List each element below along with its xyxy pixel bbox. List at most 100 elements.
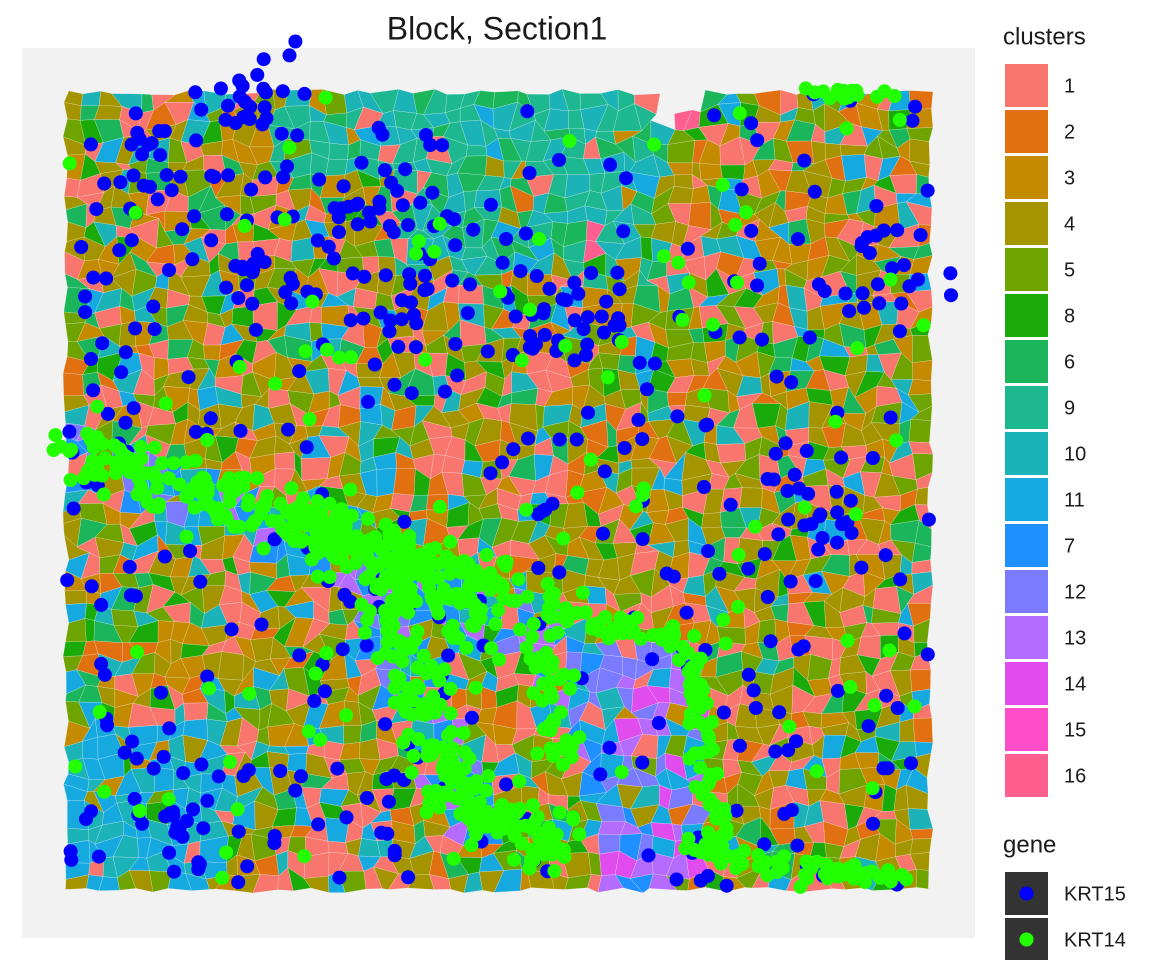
krt15-dot — [499, 232, 514, 246]
krt14-dot — [464, 618, 479, 633]
krt14-dot — [683, 707, 698, 722]
krt15-dot — [744, 223, 759, 238]
krt15-dot — [307, 694, 322, 708]
krt14-dot — [572, 827, 587, 842]
legend-key — [1005, 386, 1048, 429]
krt14-dot — [614, 765, 629, 780]
legend-key — [1005, 432, 1048, 475]
cell — [217, 651, 244, 681]
krt15-dot — [321, 239, 336, 254]
krt14-dot — [532, 832, 547, 847]
krt15-dot — [693, 873, 708, 888]
legend-key — [1005, 340, 1048, 383]
krt14-dot — [865, 781, 880, 796]
krt14-dot — [524, 820, 539, 834]
krt15-dot — [245, 296, 260, 311]
krt14-dot — [310, 494, 325, 509]
krt14-dot — [707, 798, 722, 813]
krt14-dot — [308, 666, 323, 681]
krt14-dot — [408, 633, 423, 648]
krt15-dot — [97, 667, 112, 682]
krt15-dot — [911, 272, 925, 287]
krt14-dot — [484, 641, 499, 656]
krt15-dot — [861, 719, 876, 734]
krt15-dot — [679, 605, 694, 620]
krt14-dot — [553, 705, 568, 720]
krt15-dot — [125, 734, 140, 749]
krt15-dot — [335, 642, 350, 657]
krt14-dot — [63, 473, 78, 487]
krt14-dot — [817, 867, 832, 882]
krt15-dot — [716, 705, 731, 720]
krt15-dot — [537, 328, 552, 342]
krt14-dot — [523, 651, 538, 666]
krt14-dot — [510, 819, 525, 834]
krt14-dot — [211, 501, 225, 516]
krt15-dot — [783, 574, 798, 589]
krt15-dot — [331, 210, 346, 225]
krt14-dot — [628, 499, 643, 514]
krt15-dot — [409, 340, 423, 355]
krt15-dot — [791, 642, 806, 657]
krt14-dot — [445, 618, 460, 633]
krt15-dot — [789, 734, 804, 749]
cell — [393, 468, 416, 496]
krt14-dot — [706, 317, 720, 332]
krt15-dot — [382, 324, 397, 339]
krt14-dot — [219, 845, 234, 860]
krt15-dot — [611, 311, 626, 326]
krt15-dot — [808, 574, 823, 589]
krt14-dot — [682, 677, 697, 692]
krt15-dot — [567, 353, 582, 368]
krt15-dot — [162, 845, 177, 860]
krt15-dot — [830, 535, 845, 550]
krt15-dot — [281, 422, 296, 437]
krt15-dot — [894, 296, 909, 311]
krt15-dot — [373, 305, 388, 320]
krt14-dot — [334, 549, 349, 564]
krt15-dot — [146, 761, 161, 776]
krt15-dot — [645, 652, 660, 667]
krt14-dot — [128, 205, 143, 220]
krt14-dot — [883, 272, 898, 287]
krt14-dot — [687, 746, 702, 761]
krt15-dot — [635, 432, 650, 447]
krt14-dot — [442, 566, 457, 581]
legend-key — [1005, 478, 1048, 521]
krt14-dot — [583, 452, 598, 467]
krt14-dot — [491, 603, 506, 618]
krt14-dot — [343, 482, 358, 497]
krt15-dot — [64, 852, 79, 867]
krt14-dot — [522, 861, 537, 876]
krt15-dot — [60, 573, 75, 588]
krt15-dot — [159, 168, 174, 183]
krt14-dot — [319, 646, 334, 660]
krt15-dot — [339, 810, 354, 825]
krt15-dot — [290, 128, 305, 143]
cell — [141, 93, 154, 114]
krt14-dot — [907, 699, 922, 714]
krt15-dot — [283, 270, 298, 285]
legend-label: KRT15 — [1064, 883, 1126, 905]
krt14-dot — [378, 517, 393, 532]
krt15-dot — [391, 339, 406, 354]
cell — [720, 164, 746, 180]
krt14-dot — [552, 805, 567, 820]
krt15-dot — [531, 561, 546, 575]
krt14-dot — [383, 626, 398, 641]
krt15-dot — [89, 202, 104, 217]
krt15-dot — [336, 179, 351, 194]
krt15-dot — [189, 133, 204, 148]
krt15-dot — [387, 377, 402, 392]
krt15-dot — [571, 286, 586, 301]
krt14-dot — [310, 569, 325, 584]
krt15-dot — [506, 442, 521, 457]
krt15-dot — [99, 271, 114, 286]
krt15-dot — [463, 277, 477, 292]
krt14-dot — [395, 654, 410, 669]
krt14-dot — [547, 864, 562, 878]
krt14-dot — [87, 467, 102, 482]
krt15-dot — [378, 268, 393, 283]
krt14-dot — [187, 500, 202, 515]
krt15-dot — [529, 269, 544, 283]
